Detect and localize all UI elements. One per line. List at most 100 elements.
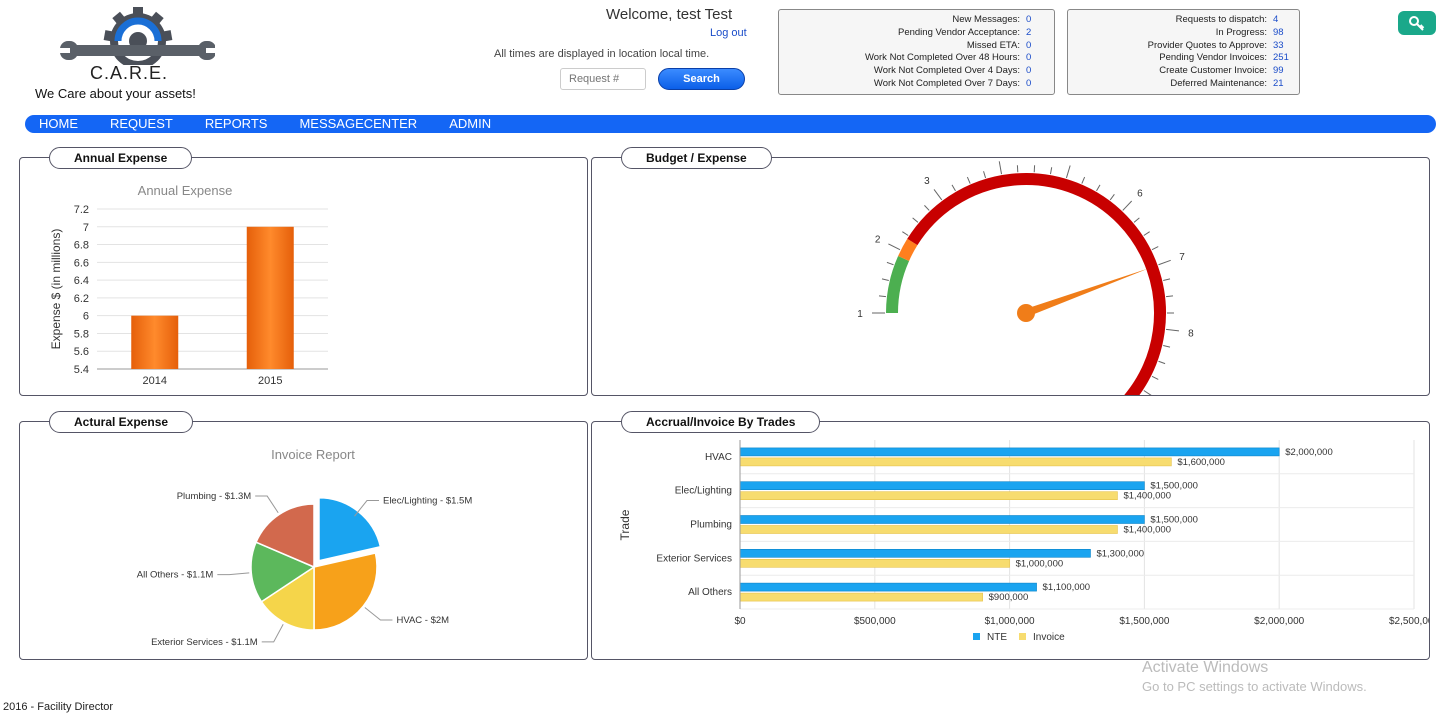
- stat-value[interactable]: 251: [1273, 52, 1289, 64]
- legend-label: Invoice: [1033, 632, 1065, 643]
- chart-title: Annual Expense: [138, 183, 233, 198]
- key-icon: [1409, 16, 1425, 32]
- nav-item-home[interactable]: HOME: [39, 116, 78, 131]
- help-button[interactable]: [1398, 11, 1436, 35]
- gauge-tick: [888, 243, 901, 251]
- stat-row[interactable]: Provider Quotes to Approve: 33: [1074, 40, 1293, 53]
- y-tick-label: 6: [83, 311, 89, 323]
- stat-row[interactable]: Work Not Completed Over 48 Hours: 0: [785, 52, 1048, 65]
- stat-label: Work Not Completed Over 4 Days:: [873, 65, 1020, 77]
- logout-link[interactable]: Log out: [710, 27, 747, 39]
- x-tick-label: 2014: [143, 375, 167, 387]
- gauge-tick: [1081, 176, 1086, 184]
- x-tick-label: $1,000,000: [985, 616, 1035, 627]
- y-tick-label: 6.2: [74, 293, 89, 305]
- y-tick-label: 7.2: [74, 204, 89, 216]
- pie-leader-line: [261, 624, 284, 643]
- y-axis-label: Trade: [618, 509, 632, 540]
- stat-row[interactable]: Missed ETA: 0: [785, 40, 1048, 53]
- pie-slice: [318, 496, 382, 562]
- request-number-input[interactable]: [560, 68, 646, 90]
- annual-expense-chart: Annual Expense 5.4 5.6 5.8 6 6.2 6.4 6.6 6.8 7 7.2…: [49, 183, 328, 387]
- x-tick-label: $500,000: [854, 616, 896, 627]
- bar-invoice: [739, 457, 1172, 467]
- gauge-tick-label: 1: [857, 309, 863, 320]
- stat-value[interactable]: 4: [1273, 14, 1279, 25]
- gear-logo-icon: [60, 7, 216, 69]
- stat-value[interactable]: 0: [1026, 14, 1032, 25]
- y-axis-label: Expense $ (in millions): [49, 229, 63, 350]
- pie-slice-label: All Others - $1.1M: [137, 570, 214, 581]
- gauge-tick: [951, 184, 956, 192]
- gauge-tick: [1165, 328, 1180, 332]
- stat-label: New Messages:: [952, 14, 1020, 25]
- stat-row[interactable]: Work Not Completed Over 4 Days: 0: [785, 65, 1048, 78]
- stat-value[interactable]: 21: [1273, 77, 1284, 89]
- data-label: $2,000,000: [1285, 447, 1333, 458]
- activate-windows-title: Activate Windows: [1142, 659, 1269, 676]
- gauge-tick-label: 5: [1071, 158, 1077, 161]
- stat-row[interactable]: Pending Vendor Invoices: 251: [1074, 52, 1293, 65]
- gauge-tick: [1049, 167, 1053, 175]
- gauge-tick-label: 2: [875, 234, 881, 245]
- stat-row[interactable]: Requests to dispatch: 4: [1074, 14, 1293, 27]
- y-tick-label: Plumbing: [690, 520, 732, 531]
- stat-label: In Progress:: [1215, 26, 1267, 38]
- nav-item-reports[interactable]: REPORTS: [204, 116, 268, 131]
- gauge-tick: [878, 295, 887, 298]
- stat-value[interactable]: 0: [1026, 77, 1032, 89]
- stat-row[interactable]: New Messages: 0: [785, 14, 1048, 27]
- stat-value[interactable]: 0: [1026, 65, 1032, 77]
- tagline: We Care about your assets!: [35, 86, 196, 101]
- activate-windows-subtitle: Go to PC settings to activate Windows.: [1142, 679, 1367, 694]
- gauge-tick: [1158, 259, 1171, 266]
- stat-row[interactable]: Deferred Maintenance: 21: [1074, 78, 1293, 91]
- stat-row[interactable]: Work Not Completed Over 7 Days: 0: [785, 78, 1048, 91]
- gauge-tick: [1163, 278, 1171, 281]
- gauge-tick: [886, 261, 894, 266]
- actual-expense-title: Actural Expense: [49, 411, 194, 433]
- y-tick-label: 5.6: [74, 346, 89, 358]
- stat-label: Work Not Completed Over 48 Hours:: [864, 52, 1020, 64]
- legend-label: NTE: [987, 632, 1007, 643]
- stat-value[interactable]: 0: [1026, 52, 1032, 64]
- gauge-tick-label: 8: [1188, 328, 1194, 339]
- stat-value[interactable]: 2: [1026, 26, 1032, 38]
- bar-nte: [739, 515, 1145, 524]
- x-tick-label: $2,000,000: [1254, 616, 1304, 627]
- nav-item-admin[interactable]: ADMIN: [449, 116, 492, 131]
- bar-nte: [739, 549, 1091, 558]
- welcome-text: Welcome, test Test: [606, 6, 733, 23]
- gauge-tick-label: 3: [924, 176, 930, 187]
- gauge-tick: [912, 217, 919, 223]
- actual-expense-panel: Invoice Report Elec/Lighting - $1.5M HVAC …: [19, 421, 588, 660]
- nav-item-messagecenter[interactable]: MESSAGECENTER: [299, 116, 418, 131]
- data-label: $900,000: [989, 592, 1029, 603]
- stat-value[interactable]: 33: [1273, 39, 1284, 51]
- gauge-tick: [998, 161, 1003, 175]
- gauge-tick: [1151, 375, 1159, 380]
- stat-label: Deferred Maintenance:: [1170, 77, 1267, 89]
- gauge-needle: [1024, 268, 1149, 317]
- gauge-tick: [933, 189, 943, 201]
- stat-value[interactable]: 98: [1273, 26, 1284, 38]
- stat-label: Pending Vendor Acceptance:: [897, 26, 1020, 38]
- y-tick-label: HVAC: [705, 452, 732, 463]
- bar-nte: [739, 481, 1145, 491]
- gauge-tick: [966, 176, 971, 184]
- search-button[interactable]: Search: [658, 68, 745, 90]
- stat-value[interactable]: 0: [1026, 39, 1032, 51]
- y-tick-label: Elec/Lighting: [675, 486, 732, 497]
- nav-item-request[interactable]: REQUEST: [110, 116, 173, 131]
- stat-value[interactable]: 99: [1273, 65, 1284, 77]
- stat-row[interactable]: Create Customer Invoice: 99: [1074, 65, 1293, 78]
- y-tick-label: Exterior Services: [656, 553, 732, 564]
- y-tick-label: 6.4: [74, 275, 89, 287]
- y-tick-label: All Others: [688, 587, 732, 598]
- stat-row[interactable]: Pending Vendor Acceptance: 2: [785, 27, 1048, 40]
- data-label: $1,300,000: [1096, 548, 1144, 559]
- x-tick-label: $2,500,000: [1389, 616, 1429, 627]
- stat-row[interactable]: In Progress: 98: [1074, 27, 1293, 40]
- y-tick-label: 6.6: [74, 257, 89, 269]
- gauge-tick: [1109, 193, 1115, 201]
